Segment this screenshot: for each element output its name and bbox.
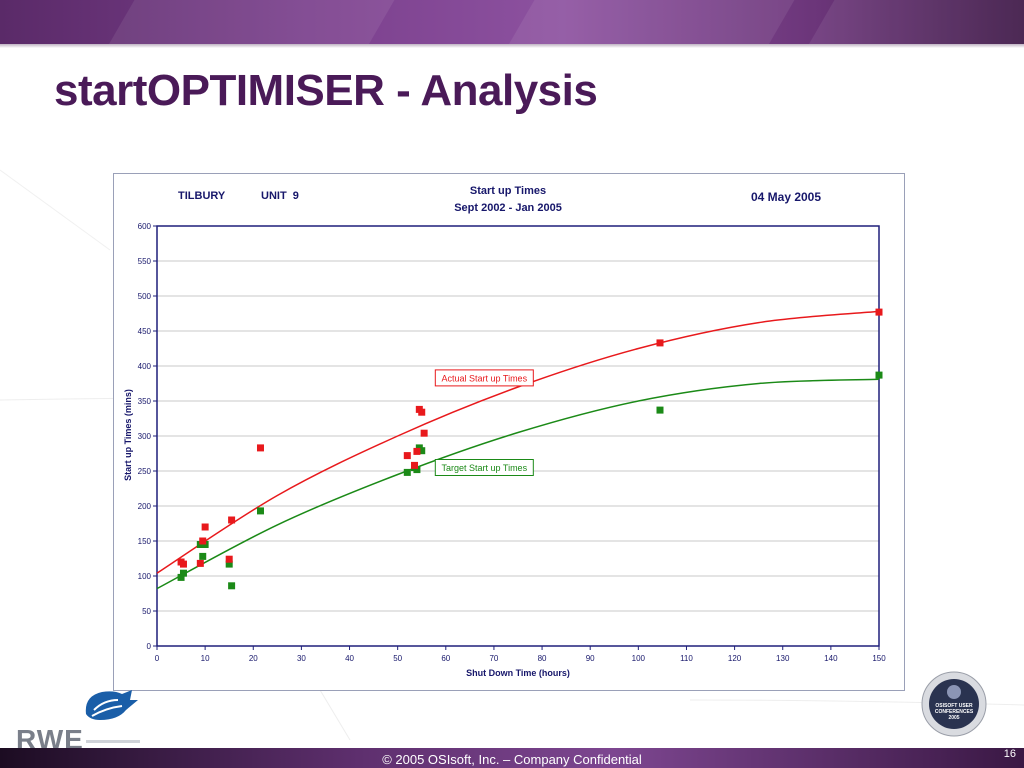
y-tick-label: 100 [138, 572, 152, 581]
y-tick-label: 450 [138, 327, 152, 336]
title-banner [0, 0, 1024, 44]
y-tick-label: 50 [142, 607, 151, 616]
y-tick-label: 550 [138, 257, 152, 266]
x-tick-label: 30 [297, 654, 306, 663]
badge-line-3: 2005 [948, 715, 959, 721]
actual-point [411, 461, 419, 469]
x-tick-label: 10 [201, 654, 210, 663]
actual-trend-line [156, 310, 880, 574]
y-tick-label: 0 [147, 642, 152, 651]
actual-point [199, 537, 207, 545]
x-tick-label: 40 [345, 654, 354, 663]
target-point [228, 582, 236, 590]
x-tick-label: 130 [776, 654, 790, 663]
chart-title: Start up Times [470, 185, 546, 197]
title-banner-shadow [0, 44, 1024, 48]
actual-point [403, 452, 411, 460]
actual-annotation-label: Actual Start up Times [442, 373, 528, 383]
x-tick-label: 140 [824, 654, 838, 663]
y-tick-label: 600 [138, 222, 152, 231]
target-trend-line [156, 378, 880, 590]
target-point [199, 552, 207, 560]
chart-subtitle: Sept 2002 - Jan 2005 [454, 202, 562, 214]
target-point [418, 447, 426, 455]
x-tick-label: 150 [872, 654, 886, 663]
actual-point [875, 308, 883, 316]
y-tick-label: 250 [138, 467, 152, 476]
rwe-logo [85, 690, 140, 743]
badge-line-2: CONFERENCES [935, 709, 974, 715]
chart-site: TILBURY [178, 190, 226, 202]
start-up-times-chart: TILBURY UNIT 9 Start up Times Sept 2002 … [123, 185, 886, 678]
x-axis-label: Shut Down Time (hours) [466, 668, 570, 678]
target-annotation-box [434, 459, 534, 476]
actual-point [196, 559, 204, 567]
chart-frame: TILBURY UNIT 9 Start up Times Sept 2002 … [113, 173, 905, 691]
y-tick-label: 350 [138, 397, 152, 406]
x-tick-label: 90 [586, 654, 595, 663]
page-number: 16 [1003, 748, 1016, 760]
actual-point [228, 516, 236, 524]
target-point [413, 466, 421, 474]
target-point [177, 573, 185, 581]
actual-point [201, 523, 209, 531]
x-tick-label: 100 [632, 654, 646, 663]
target-point [225, 560, 233, 568]
actual-point [418, 408, 426, 416]
y-tick-label: 300 [138, 432, 152, 441]
actual-annotation-box [434, 369, 534, 387]
x-tick-label: 0 [155, 654, 160, 663]
chart-date: 04 May 2005 [751, 190, 821, 204]
actual-point [225, 555, 233, 563]
x-tick-label: 120 [728, 654, 742, 663]
target-annotation-label: Target Start up Times [442, 463, 528, 473]
footer-copyright: © 2005 OSIsoft, Inc. – Company Confident… [382, 752, 642, 767]
chart-unit: UNIT 9 [261, 190, 299, 202]
actual-point [179, 560, 187, 568]
y-tick-label: 150 [138, 537, 152, 546]
footer-bar [0, 748, 1024, 768]
target-point [656, 406, 664, 414]
slide-title: startOPTIMISER - Analysis [54, 66, 598, 115]
y-axis-label: Start up Times (mins) [123, 389, 133, 481]
actual-point [656, 339, 664, 347]
osisoft-conference-badge: OSISOFT USER CONFERENCES 2005 [921, 671, 987, 737]
x-tick-label: 110 [680, 654, 693, 663]
target-point [256, 507, 264, 515]
actual-point [413, 447, 421, 455]
actual-point [256, 444, 264, 452]
y-tick-label: 500 [138, 292, 152, 301]
target-point [179, 569, 187, 577]
y-tick-label: 400 [138, 362, 152, 371]
badge-line-1: OSISOFT USER [935, 703, 973, 709]
x-tick-label: 50 [393, 654, 402, 663]
x-tick-label: 20 [249, 654, 258, 663]
x-tick-label: 70 [489, 654, 498, 663]
x-tick-label: 80 [538, 654, 547, 663]
y-tick-label: 200 [138, 502, 152, 511]
target-point [403, 468, 411, 476]
target-point [875, 371, 883, 379]
actual-point [420, 429, 428, 437]
x-tick-label: 60 [441, 654, 450, 663]
